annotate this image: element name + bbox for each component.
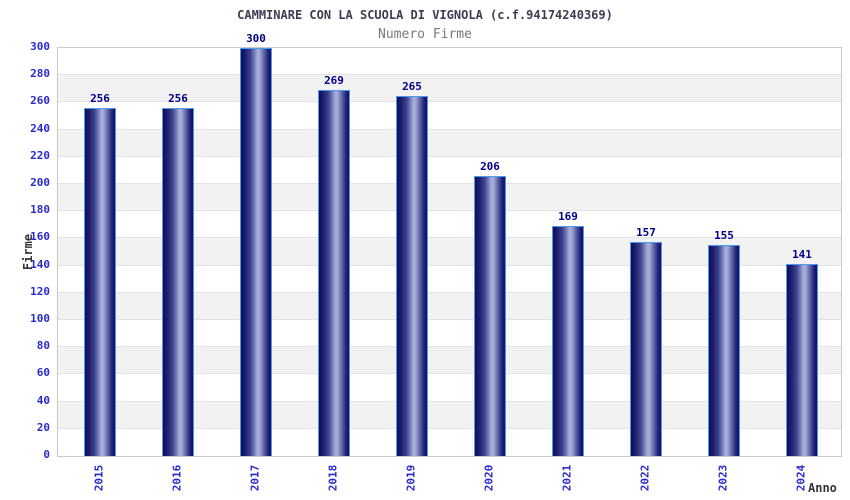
x-tick-label: 2016	[170, 464, 184, 492]
x-tick-label: 2024	[794, 464, 808, 492]
bar-value-label: 256	[168, 91, 188, 105]
y-axis-title: Firme	[21, 233, 35, 271]
bar-2017	[240, 48, 272, 456]
plot-area: 256 256 300 269 265 206 169 157 155 141	[57, 32, 842, 457]
y-tick-label: 60	[36, 366, 50, 380]
x-tick-label: 2020	[482, 464, 496, 492]
grid-band	[58, 48, 841, 76]
bar-2022	[630, 242, 662, 456]
chart-subtitle: Numero Firme	[378, 27, 472, 42]
bar-2023	[708, 245, 740, 456]
y-tick-label: 160	[30, 230, 50, 244]
bar-2021	[552, 226, 584, 456]
bar-2019	[396, 95, 428, 456]
bar-value-label: 269	[324, 74, 344, 88]
x-axis-title: Anno	[808, 481, 837, 495]
x-tick-label: 2017	[248, 464, 262, 492]
x-tick-label: 2021	[560, 464, 574, 492]
bar-2020	[474, 175, 506, 456]
bar-2015	[84, 107, 116, 456]
x-tick-label: 2019	[404, 464, 418, 492]
y-tick-label: 180	[30, 203, 50, 217]
y-tick-label: 280	[30, 67, 50, 81]
y-tick-label: 0	[43, 448, 50, 461]
bar-2018	[318, 90, 350, 456]
x-tick-label: 2015	[92, 464, 106, 492]
y-tick-label: 100	[30, 312, 50, 325]
bar-value-label: 155	[714, 229, 734, 243]
bar-2024	[786, 264, 818, 456]
y-tick-label: 200	[30, 176, 50, 189]
bar-value-label: 169	[558, 210, 578, 224]
x-tick-label: 2023	[716, 464, 730, 492]
y-tick-label: 120	[30, 284, 50, 298]
y-tick-label: 20	[36, 420, 50, 434]
bar-value-label: 300	[246, 32, 266, 45]
y-tick-label: 40	[36, 393, 50, 407]
bar-value-label: 256	[90, 91, 110, 105]
y-tick-label: 140	[30, 257, 50, 271]
bar-value-label: 141	[792, 248, 812, 262]
y-tick-label: 80	[36, 339, 50, 353]
bar-2016	[162, 107, 194, 456]
grid-band	[58, 75, 841, 103]
y-tick-label: 260	[30, 94, 50, 108]
bar-value-label: 157	[636, 226, 656, 240]
bar-value-label: 265	[402, 79, 422, 93]
y-tick-label: 220	[30, 148, 50, 162]
x-tick-label: 2022	[638, 464, 652, 492]
y-tick-label: 240	[30, 121, 50, 135]
chart-title: CAMMINARE CON LA SCUOLA DI VIGNOLA (c.f.…	[237, 8, 613, 22]
y-tick-label: 300	[30, 40, 50, 53]
bar-value-label: 206	[480, 159, 500, 173]
x-tick-label: 2018	[326, 464, 340, 492]
